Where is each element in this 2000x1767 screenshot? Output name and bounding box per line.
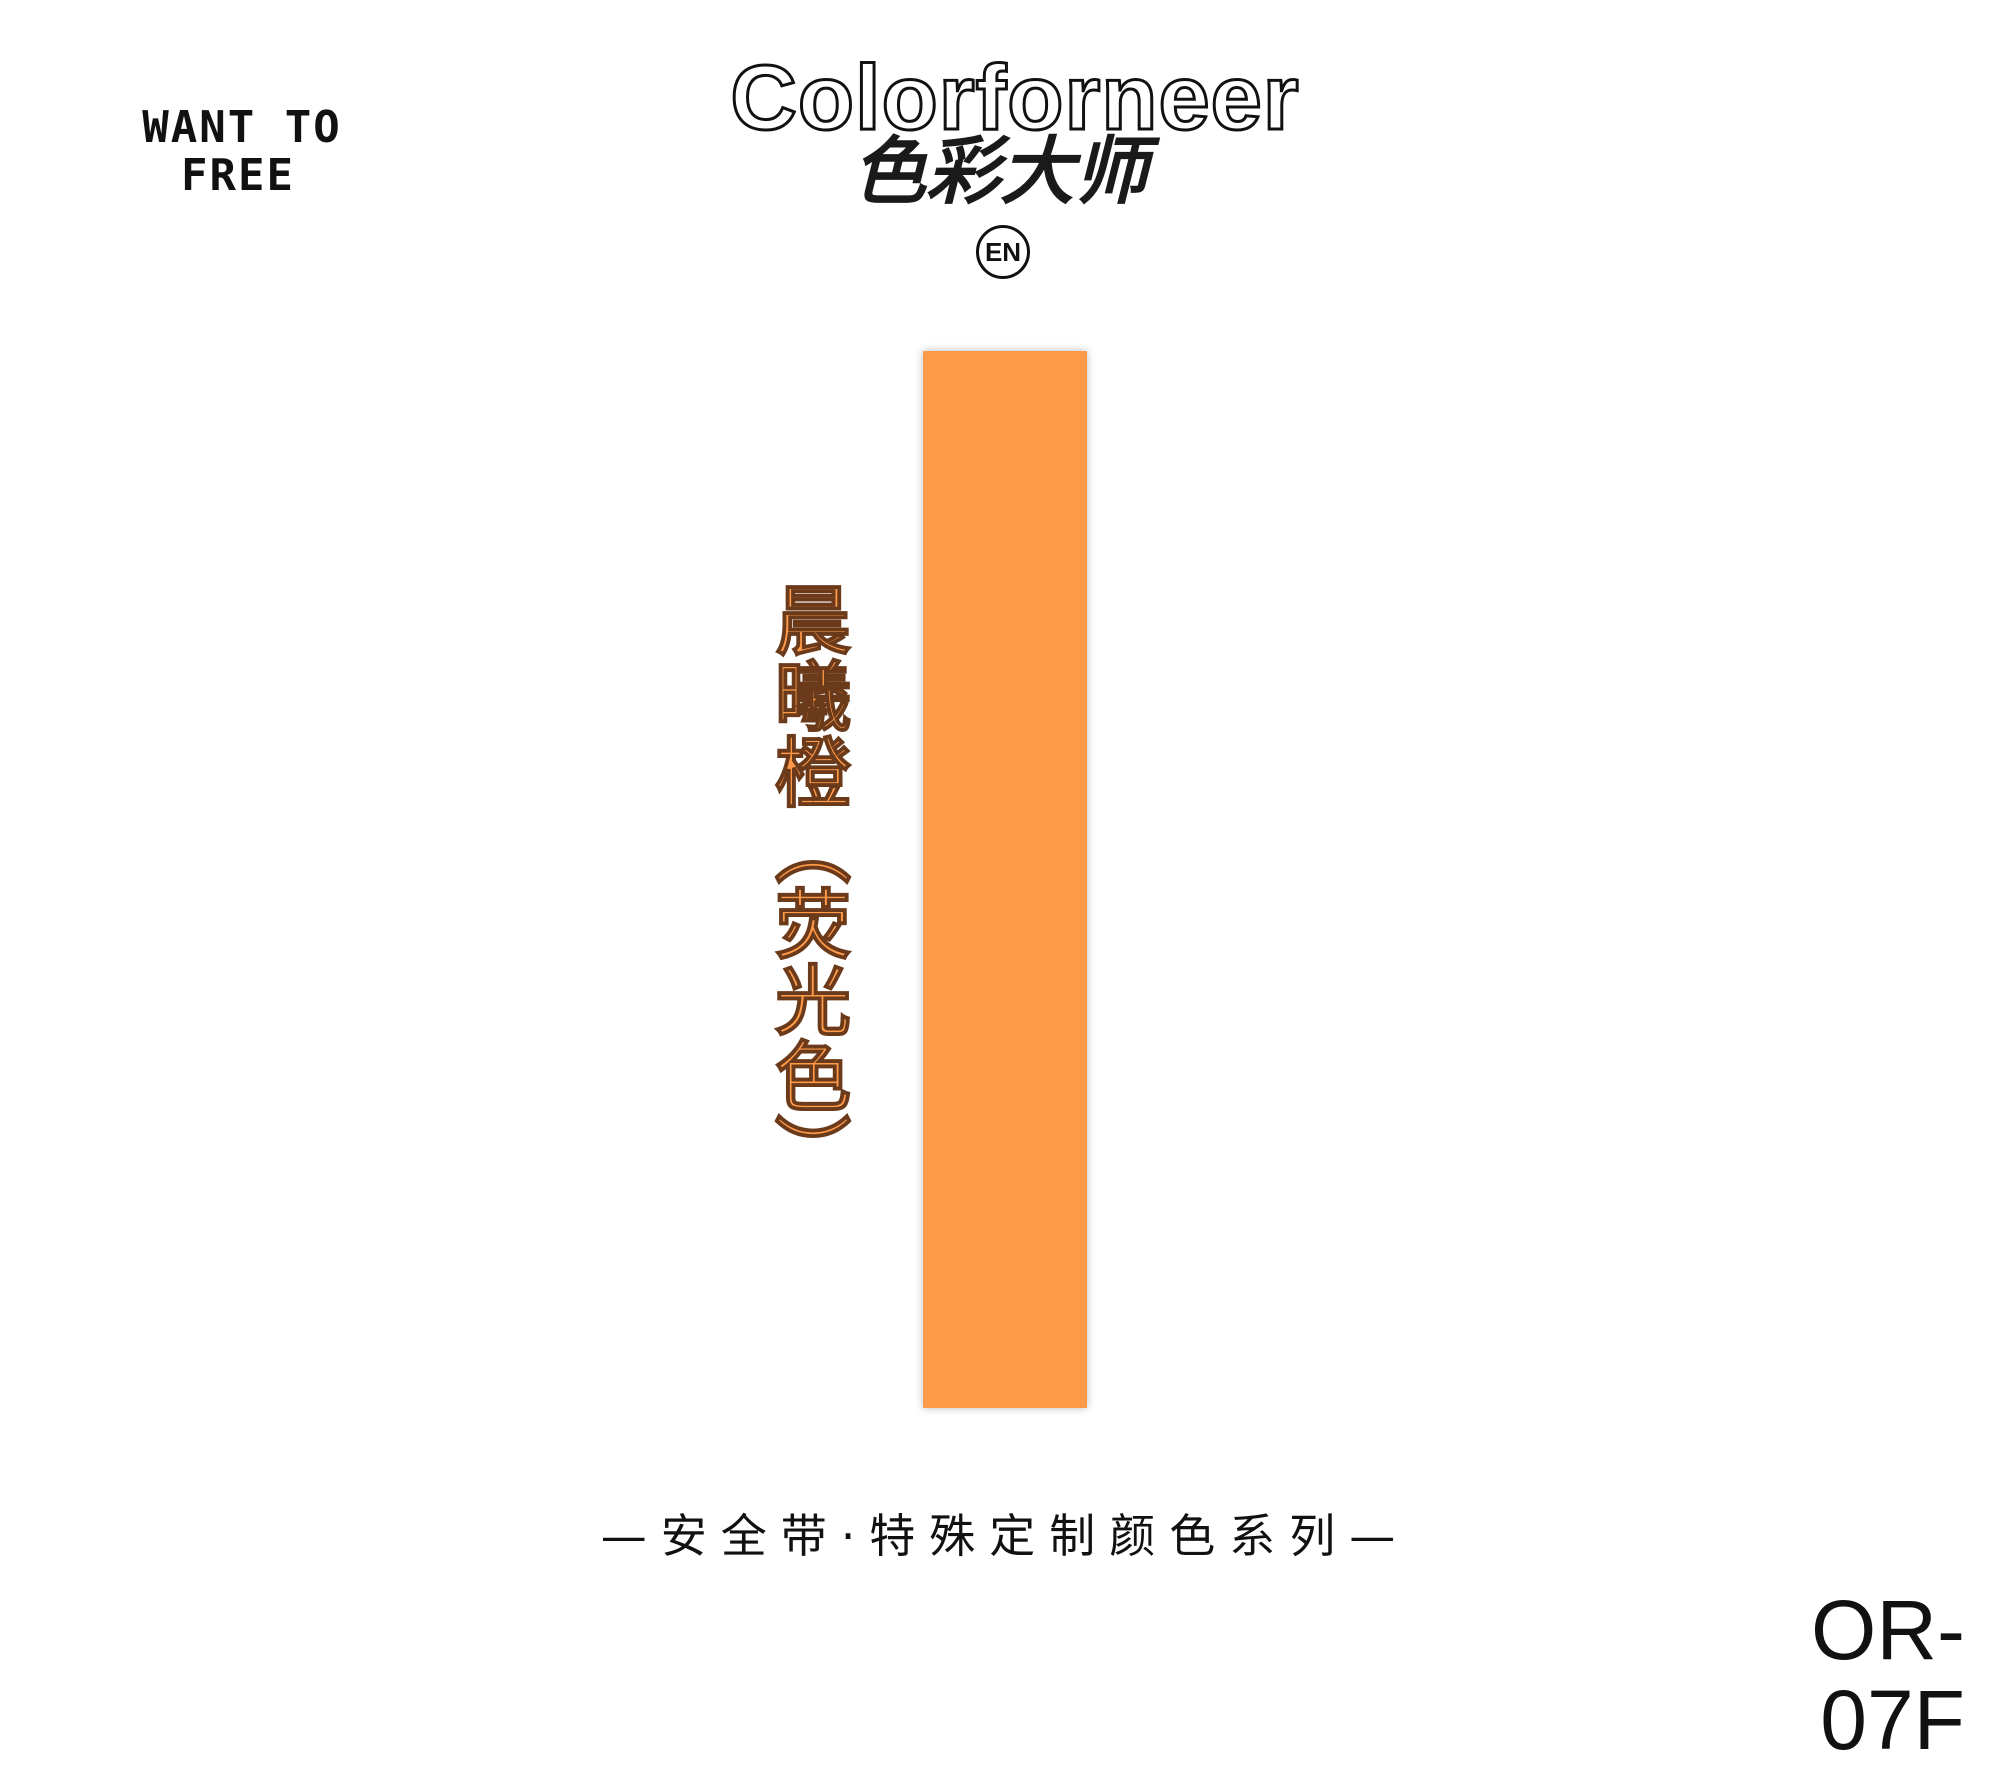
- color-name: 晨曦橙（荧光色）: [761, 580, 852, 1190]
- color-swatch: [923, 351, 1087, 1408]
- brand-logo-en: Colorforneer: [729, 47, 1300, 149]
- color-code: OR-07F: [1811, 1583, 1965, 1767]
- want-to-free-logo: WANT TO FREE: [112, 104, 372, 200]
- brand-seal-icon: EN: [976, 225, 1030, 279]
- series-title: —安全带·特殊定制颜色系列—: [600, 1509, 1410, 1563]
- brand-logo-cn: 色彩大师: [852, 129, 1148, 215]
- slogan-line1: WANT TO: [142, 102, 342, 153]
- seal-letters: EN: [984, 236, 1022, 267]
- slogan-line2: FREE: [181, 150, 295, 201]
